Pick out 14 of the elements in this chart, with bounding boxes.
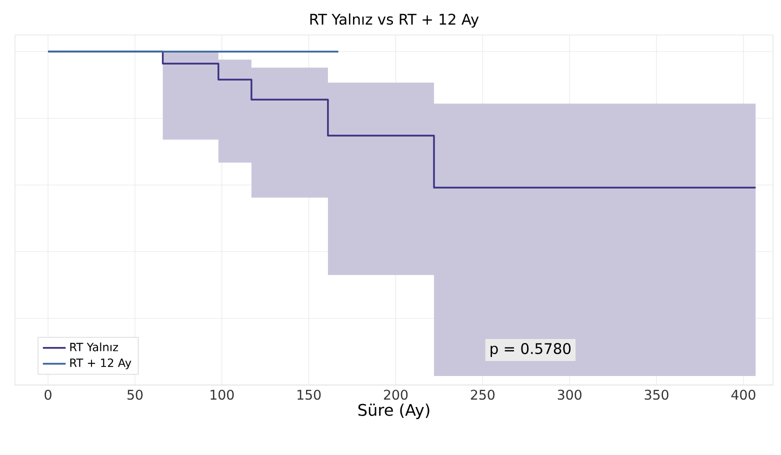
x-axis-title: Süre (Ay) [358,404,430,420]
annotation: p = 0.5780 [490,343,571,357]
x-tick-label: 400 [731,390,756,400]
legend-label: RT Yalnız [70,342,118,352]
x-tick-label: 50 [128,390,143,400]
x-tick-label: 200 [384,390,408,400]
x-tick-label: 100 [210,390,234,400]
legend-label: RT + 12 Ay [70,358,132,370]
x-tick-label: 0 [44,390,52,400]
x-tick-label: 150 [298,390,321,400]
x-tick-label: 250 [470,390,495,400]
x-tick-label: 300 [558,390,582,400]
chart-title: RT Yalnız vs RT + 12 Ay [310,13,479,28]
x-tick-label: 350 [644,390,668,400]
